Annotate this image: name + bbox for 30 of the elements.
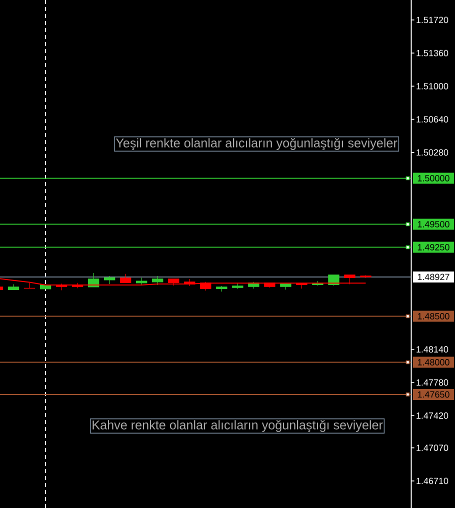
y-tick-label: 1.50640 xyxy=(416,116,448,123)
ref-line-label: 1.50000 xyxy=(418,175,450,182)
candlestick xyxy=(216,286,228,292)
candlestick xyxy=(232,283,244,290)
candlestick xyxy=(152,276,164,286)
annotation: Kahve renkte olanlar alıcıların yoğunlaştığı seviyeler xyxy=(92,420,383,432)
y-tick-label: 1.47070 xyxy=(416,444,448,452)
y-tick-label: 1.50280 xyxy=(416,149,448,156)
ref-line-label: 1.48927 xyxy=(418,274,450,280)
annotation: Yeşil renkte olanlar alıcıların yoğunlaştığı seviyeler xyxy=(116,138,398,150)
candlestick xyxy=(104,276,116,284)
candlestick xyxy=(312,280,324,286)
y-tick-label: 1.46710 xyxy=(416,478,448,484)
ref-line-label: 1.48500 xyxy=(418,313,450,320)
y-tick-label: 1.47420 xyxy=(416,412,448,419)
y-tick-label: 1.51720 xyxy=(416,16,448,24)
y-tick-label: 1.51360 xyxy=(416,50,448,56)
candlestick xyxy=(360,275,372,278)
candlestick xyxy=(136,277,148,286)
ref-line-label: 1.47650 xyxy=(418,391,450,398)
candlestick xyxy=(328,274,340,286)
candlestick xyxy=(8,284,20,290)
ref-line-label: 1.49500 xyxy=(418,221,450,228)
y-tick-label: 1.48140 xyxy=(416,346,448,353)
ref-line-label: 1.48000 xyxy=(418,359,450,366)
y-tick-label: 1.47780 xyxy=(416,379,448,386)
y-tick-label: 1.51000 xyxy=(416,83,448,90)
candlestick xyxy=(88,272,100,288)
ref-line-label: 1.49250 xyxy=(418,244,450,250)
candlestick xyxy=(280,284,292,290)
